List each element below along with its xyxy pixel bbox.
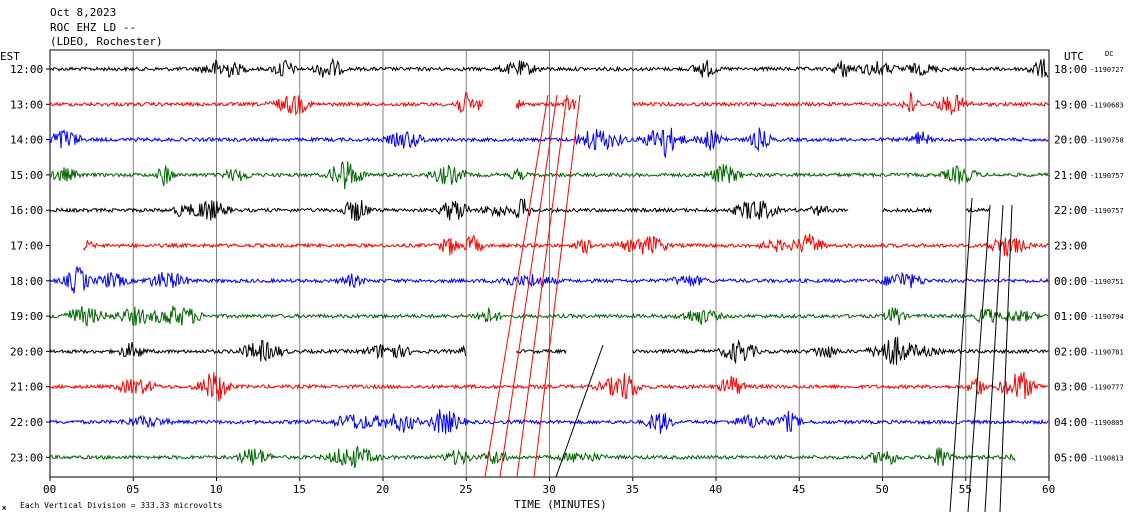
header-network: (LDEO, Rochester) [50,35,163,48]
est-hour-label: 12:00 [10,63,43,76]
x-tick-label: 60 [1042,483,1055,496]
trace-segment [515,348,567,355]
right-timezone-label: UTC [1064,50,1084,63]
trace-segment [49,371,1049,402]
trace-segment [965,207,990,213]
x-tick-label: 10 [210,483,223,496]
trace-segment [49,57,1049,78]
x-axis-ticks: 00 05 10 15 20 25 30 35 40 45 50 55 60 [43,477,1055,496]
est-hour-label: 21:00 [10,381,43,394]
utc-hour-label: 01:00 [1054,310,1087,323]
dc-offset-label: -1190781 [1090,348,1124,356]
utc-hour-label: 00:00 [1054,275,1087,288]
x-tick-label: 05 [126,483,139,496]
x-tick-label: 45 [792,483,805,496]
pen-return-line [984,204,1004,513]
est-hour-label: 19:00 [10,310,43,323]
grid-lines [132,50,967,477]
est-hour-label: 16:00 [10,204,43,217]
pen-return-line [533,94,581,478]
x-axis-label: TIME (MINUTES) [514,498,607,511]
x-tick-label: 30 [543,483,556,496]
scale-note: Each Vertical Division = 333.33 microvol… [20,501,222,510]
header-station: ROC EHZ LD -- [50,21,136,34]
est-hour-label: 18:00 [10,275,43,288]
utc-hour-label: 19:00 [1054,98,1087,111]
pen-return-line [484,94,549,478]
trace-segment [49,339,467,362]
dc-offset-label: -1190683 [1090,101,1124,109]
x-tick-label: 20 [376,483,389,496]
traces [49,57,1049,513]
est-hour-label: 17:00 [10,240,43,253]
trace-segment [632,91,1049,115]
est-hour-label: 15:00 [10,169,43,182]
trace-segment [49,445,1016,469]
utc-hour-label: 23:00 [1054,240,1087,253]
dc-offset-label: -1190727 [1090,66,1124,74]
trace-segment [49,409,1049,435]
left-timezone-label: EST [0,50,20,63]
trace-segment [49,198,849,222]
x-tick-label: 40 [709,483,722,496]
dc-offset-label: -1190758 [1090,137,1124,145]
utc-hour-label: 02:00 [1054,345,1087,358]
trace-segment [49,266,1049,294]
trace-segment [632,336,1049,365]
est-hour-label: 14:00 [10,134,43,147]
dc-offset-label: -1190757 [1090,207,1124,215]
dc-offset-label: -1190813 [1090,454,1124,462]
x-tick-label: 35 [626,483,639,496]
est-hour-label: 22:00 [10,416,43,429]
dc-offset-label: -1190751 [1090,278,1124,286]
dc-offset-label: -1190777 [1090,384,1124,392]
utc-hour-label: 04:00 [1054,416,1087,429]
x-tick-label: 50 [876,483,889,496]
pen-return-line [949,197,973,513]
utc-hour-label: 05:00 [1054,451,1087,464]
x-tick-label: 55 [959,483,972,496]
est-hour-label: 23:00 [10,451,43,464]
pen-return-line [499,94,558,478]
est-hour-label: 13:00 [10,98,43,111]
dc-offset-label: -1190805 [1090,419,1124,427]
pen-return-line [516,94,568,478]
pen-return-line [555,344,604,478]
utc-hour-label: 03:00 [1054,381,1087,394]
utc-hour-label: 20:00 [1054,134,1087,147]
corner-mark: ж [2,504,7,512]
x-tick-label: 25 [459,483,472,496]
header-date: Oct 8,2023 [50,6,116,19]
dc-offset-label: -1190757 [1090,172,1124,180]
pen-return-line [999,204,1013,513]
trace-segment [49,91,484,117]
trace-segment [49,161,1049,190]
dc-label: DC [1105,50,1113,58]
est-hour-label: 20:00 [10,345,43,358]
x-tick-label: 15 [293,483,306,496]
pen-return-line [967,204,991,513]
dc-offset-label: -1190794 [1090,313,1124,321]
trace-segment [882,206,932,214]
utc-hour-label: 22:00 [1054,204,1087,217]
utc-hour-label: 18:00 [1054,63,1087,76]
trace-segment [49,305,1049,327]
utc-hour-label: 21:00 [1054,169,1087,182]
trace-segment [49,127,1049,159]
trace-segment [82,233,1049,258]
x-tick-label: 00 [43,483,56,496]
